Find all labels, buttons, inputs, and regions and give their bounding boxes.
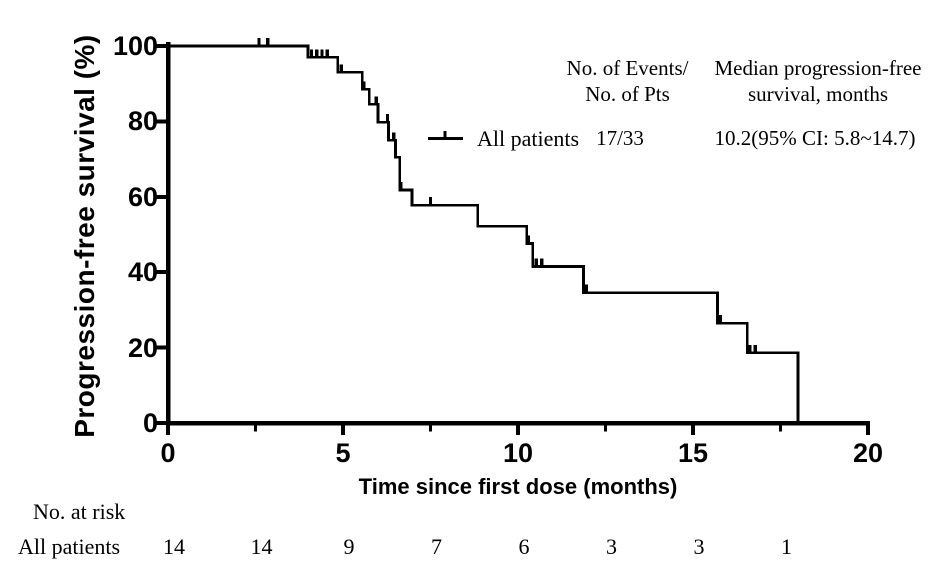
y-tick-label: 0 bbox=[142, 408, 158, 438]
y-tick-label: 60 bbox=[127, 181, 158, 212]
x-tick-label: 10 bbox=[502, 438, 534, 468]
risk-count: 14 bbox=[163, 534, 185, 559]
risk-count: 6 bbox=[518, 534, 530, 559]
y-tick-label: 80 bbox=[127, 106, 158, 137]
events-header-line1: No. of Events/ bbox=[566, 56, 689, 80]
risk-count: 3 bbox=[606, 534, 617, 559]
x-tick-label: 0 bbox=[160, 438, 176, 468]
events-column-header: No. of Events/ No. of Pts bbox=[540, 55, 715, 107]
risk-count: 3 bbox=[693, 534, 705, 559]
y-tick-label: 40 bbox=[127, 257, 158, 288]
legend-series-label: All patients bbox=[477, 126, 580, 151]
risk-count: 1 bbox=[781, 534, 792, 559]
median-value: 10.2(95% CI: 5.8~14.7) bbox=[714, 126, 916, 150]
risk-count: 14 bbox=[250, 534, 273, 559]
risk-table-title: No. at risk bbox=[33, 499, 126, 524]
median-header-line1: Median progression-free bbox=[714, 56, 922, 80]
y-tick-label: 20 bbox=[127, 332, 158, 363]
events-value: 17/33 bbox=[596, 126, 644, 150]
risk-count: 7 bbox=[431, 534, 442, 559]
events-header-line2: No. of Pts bbox=[585, 82, 670, 106]
x-tick-label: 5 bbox=[335, 438, 351, 468]
risk-row-label: All patients bbox=[18, 534, 121, 559]
x-tick-label: 20 bbox=[852, 438, 884, 468]
x-axis-title: Time since first dose (months) bbox=[358, 474, 678, 499]
median-column-header: Median progression-free survival, months bbox=[703, 55, 931, 107]
median-header-line2: survival, months bbox=[748, 82, 888, 106]
y-axis-title: Progression-free survival (%) bbox=[69, 34, 100, 438]
risk-count: 9 bbox=[343, 534, 355, 559]
x-tick-label: 15 bbox=[677, 438, 709, 468]
y-tick-label: 100 bbox=[112, 31, 158, 61]
